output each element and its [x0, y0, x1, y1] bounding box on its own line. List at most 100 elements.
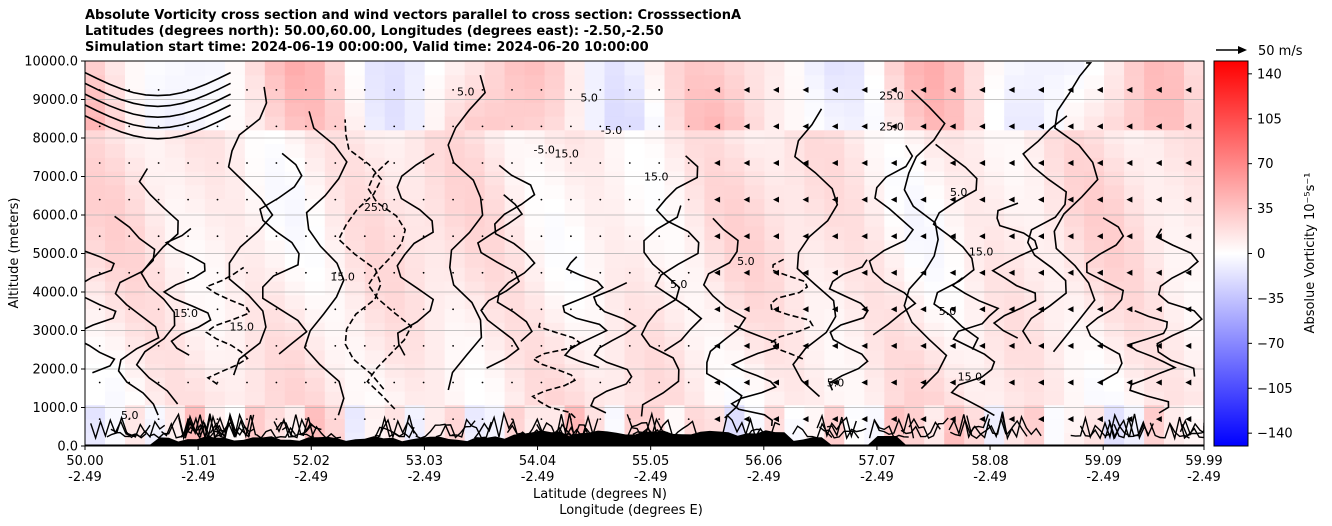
field-cell: [125, 336, 146, 351]
field-cell: [164, 363, 186, 378]
field-cell: [224, 198, 246, 213]
field-cell: [1104, 61, 1125, 76]
field-cell: [644, 88, 666, 103]
field-cell: [484, 336, 506, 351]
field-cell: [1184, 184, 1204, 200]
wind-vector: [1185, 342, 1192, 349]
contour-label: 15.0: [330, 270, 355, 283]
field-cell: [1004, 322, 1025, 337]
field-cell: [204, 404, 226, 420]
field-cell: [244, 322, 266, 337]
field-cell: [484, 322, 506, 337]
field-cell: [144, 391, 166, 406]
field-cell: [744, 129, 765, 145]
field-cell: [404, 74, 426, 90]
field-cell: [684, 143, 706, 158]
field-cell: [324, 336, 346, 351]
field-cell: [364, 212, 386, 227]
wind-vector: [658, 198, 661, 201]
wind-vector: [275, 235, 278, 238]
field-cell: [924, 322, 945, 337]
field-cell: [664, 198, 686, 213]
field-cell: [484, 212, 506, 227]
wind-vector: [1126, 196, 1133, 203]
field-cell: [464, 157, 486, 172]
field-cell: [404, 226, 426, 241]
field-cell: [544, 157, 566, 172]
field-cell: [1184, 61, 1204, 76]
contour-line: [215, 414, 257, 439]
field-cell: [224, 308, 246, 323]
contour-line: [1126, 309, 1177, 414]
field-cell: [1044, 308, 1065, 323]
field-cell: [1144, 418, 1165, 433]
wind-vector: [920, 160, 927, 166]
field-cell: [864, 363, 885, 378]
field-cell: [944, 363, 965, 378]
field-cell: [804, 212, 825, 227]
wind-vector: [1008, 160, 1015, 166]
field-cell: [1164, 102, 1185, 117]
field-cell: [424, 102, 446, 117]
field-cell: [904, 322, 925, 337]
field-cell: [224, 391, 246, 406]
wind-vector: [452, 89, 454, 91]
field-cell: [184, 349, 206, 365]
wind-vector: [363, 198, 366, 201]
field-cell: [264, 129, 286, 145]
field-cell: [904, 253, 925, 268]
wind-vector: [628, 418, 631, 420]
field-cell: [1084, 294, 1105, 310]
wind-vector: [628, 308, 631, 311]
field-cell: [964, 267, 985, 282]
field-cell: [364, 363, 386, 378]
field-cell: [864, 143, 885, 158]
field-cell: [444, 171, 466, 186]
field-cell: [564, 239, 586, 255]
field-cell: [344, 74, 366, 90]
field-cell: [884, 102, 905, 117]
field-cell: [764, 171, 785, 186]
wind-vector: [1038, 379, 1044, 386]
field-cell: [304, 336, 326, 351]
field-cell: [924, 432, 945, 446]
field-cell: [1064, 102, 1085, 117]
field-cell: [504, 404, 526, 420]
wind-vector: [422, 198, 425, 201]
field-cell: [1104, 336, 1125, 351]
contour-line: [828, 259, 869, 391]
field-cell: [1144, 184, 1165, 200]
wind-vector: [1155, 379, 1162, 386]
field-cell: [684, 391, 706, 406]
wind-vector: [1038, 123, 1044, 130]
wind-vector: [98, 89, 101, 91]
field-cell: [744, 171, 765, 186]
contour-line: [531, 321, 582, 419]
wind-vector: [687, 162, 690, 164]
field-cell: [624, 88, 646, 103]
field-cell: [504, 391, 526, 406]
wind-vector: [540, 418, 543, 420]
field-cell: [544, 391, 566, 406]
wind-vector: [949, 342, 956, 349]
field-cell: [324, 61, 346, 76]
wind-vector: [714, 342, 721, 349]
field-cell: [1164, 391, 1185, 406]
contour-line: [1021, 115, 1068, 345]
field-cell: [684, 294, 706, 310]
wind-vector: [1096, 160, 1103, 166]
field-cell: [1124, 322, 1145, 337]
wind-vector: [275, 418, 278, 420]
field-cell: [844, 102, 865, 117]
field-cell: [724, 267, 745, 282]
y-axis: 0.01000.02000.03000.04000.05000.06000.07…: [24, 55, 85, 455]
field-cell: [464, 102, 486, 117]
wind-vector: [1067, 342, 1074, 349]
field-cell: [724, 226, 745, 241]
field-cell: [424, 88, 446, 103]
field-cell: [744, 294, 765, 310]
field-cell: [424, 308, 446, 323]
field-cell: [344, 418, 366, 433]
field-cell: [644, 129, 666, 145]
wind-vector: [1096, 269, 1103, 276]
